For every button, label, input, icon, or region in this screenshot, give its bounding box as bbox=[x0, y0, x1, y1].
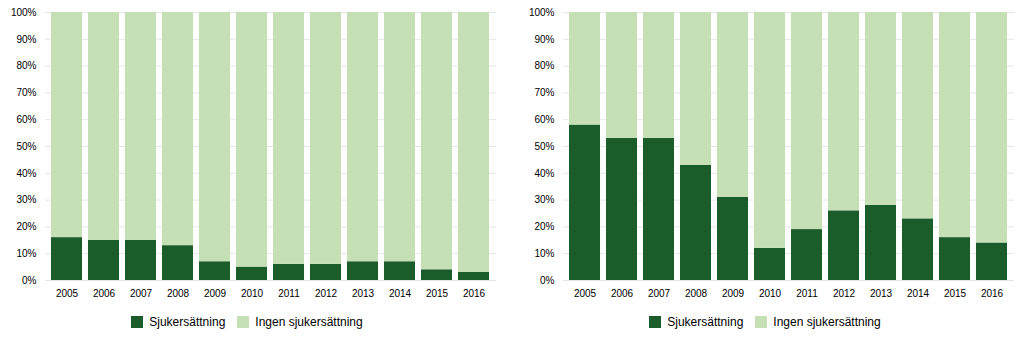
svg-text:100%: 100% bbox=[529, 7, 555, 18]
svg-text:60%: 60% bbox=[16, 114, 36, 125]
svg-text:70%: 70% bbox=[16, 87, 36, 98]
svg-text:2016: 2016 bbox=[463, 288, 486, 299]
svg-text:20%: 20% bbox=[16, 221, 36, 232]
html-text:Sjukersättning: Sjukersättning bbox=[667, 314, 744, 329]
svg-text:2010: 2010 bbox=[759, 288, 782, 299]
svg-text:2011: 2011 bbox=[796, 288, 818, 299]
svg-text:100%: 100% bbox=[11, 7, 37, 18]
svg-text:0%: 0% bbox=[22, 275, 37, 286]
svg-text:30%: 30% bbox=[16, 194, 36, 205]
svg-text:40%: 40% bbox=[16, 168, 36, 179]
svg-text:20%: 20% bbox=[534, 221, 554, 232]
svg-text:90%: 90% bbox=[16, 34, 36, 45]
svg-text:2013: 2013 bbox=[870, 288, 893, 299]
svg-text:2009: 2009 bbox=[204, 288, 227, 299]
svg-text:90%: 90% bbox=[534, 34, 554, 45]
svg-text:2006: 2006 bbox=[611, 288, 634, 299]
svg-text:2008: 2008 bbox=[685, 288, 708, 299]
svg-text:2014: 2014 bbox=[389, 288, 412, 299]
svg-text:2008: 2008 bbox=[167, 288, 190, 299]
svg-text:80%: 80% bbox=[16, 60, 36, 71]
svg-text:2015: 2015 bbox=[426, 288, 449, 299]
svg-text:2013: 2013 bbox=[352, 288, 375, 299]
svg-text:2005: 2005 bbox=[574, 288, 597, 299]
svg-text:70%: 70% bbox=[534, 87, 554, 98]
svg-text:30%: 30% bbox=[534, 194, 554, 205]
svg-text:40%: 40% bbox=[534, 168, 554, 179]
svg-text:2014: 2014 bbox=[907, 288, 930, 299]
svg-text:2015: 2015 bbox=[944, 288, 967, 299]
svg-text:10%: 10% bbox=[16, 248, 36, 259]
svg-text:2005: 2005 bbox=[56, 288, 79, 299]
svg-text:80%: 80% bbox=[534, 60, 554, 71]
svg-text:2009: 2009 bbox=[722, 288, 745, 299]
html-text:Sjukersättning: Sjukersättning bbox=[149, 314, 226, 329]
svg-text:2012: 2012 bbox=[315, 288, 338, 299]
html-text:Ingen sjukersättning: Ingen sjukersättning bbox=[255, 314, 363, 329]
svg-text:2010: 2010 bbox=[241, 288, 264, 299]
svg-text:2012: 2012 bbox=[833, 288, 856, 299]
svg-text:2011: 2011 bbox=[278, 288, 300, 299]
svg-text:0%: 0% bbox=[540, 275, 555, 286]
html-text:Ingen sjukersättning: Ingen sjukersättning bbox=[773, 314, 881, 329]
svg-text:2006: 2006 bbox=[93, 288, 116, 299]
svg-text:2016: 2016 bbox=[981, 288, 1004, 299]
svg-text:2007: 2007 bbox=[130, 288, 153, 299]
svg-text:10%: 10% bbox=[534, 248, 554, 259]
svg-text:60%: 60% bbox=[534, 114, 554, 125]
svg-text:50%: 50% bbox=[534, 141, 554, 152]
svg-text:2007: 2007 bbox=[648, 288, 671, 299]
svg-text:50%: 50% bbox=[16, 141, 36, 152]
